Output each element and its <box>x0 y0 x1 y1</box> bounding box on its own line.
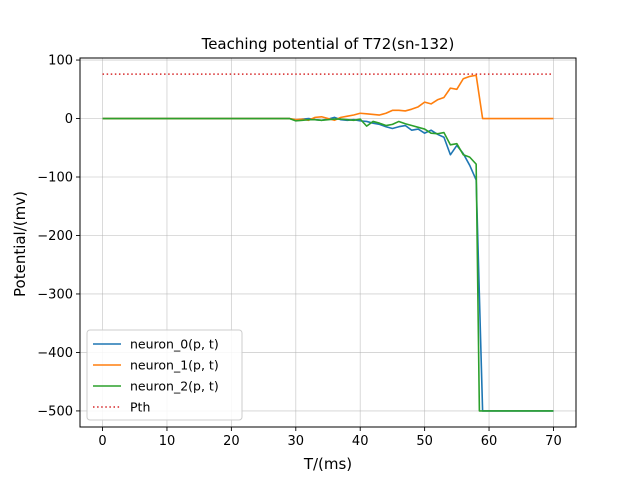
ticks: 0 10 20 30 40 50 60 70 100 0 −100 −200 −300 −400 −500 <box>37 54 561 449</box>
y-tick-label: −100 <box>37 171 73 186</box>
x-tick-label: 50 <box>416 434 433 449</box>
y-tick-label: −300 <box>37 287 73 302</box>
y-tick-label: −400 <box>37 346 73 361</box>
series-line-neuron-2-p-t <box>102 117 554 412</box>
y-tick-label: −500 <box>37 404 73 419</box>
legend-label: neuron_1(p, t) <box>130 358 219 373</box>
legend-box <box>86 329 243 421</box>
x-axis-title: T/(ms) <box>303 455 352 473</box>
x-tick-label: 10 <box>159 434 176 449</box>
series-layer <box>102 73 554 412</box>
x-tick-label: 30 <box>288 434 305 449</box>
y-tick-label: −200 <box>37 229 73 244</box>
x-tick-label: 40 <box>352 434 369 449</box>
x-tick-label: 20 <box>223 434 240 449</box>
chart-title: Teaching potential of T72(sn-132) <box>201 35 455 53</box>
y-tick-label: 100 <box>48 54 73 69</box>
legend: neuron_0(p, t) neuron_1(p, t) neuron_2(p, … <box>86 329 243 421</box>
plot-frame <box>79 57 577 428</box>
legend-label: neuron_2(p, t) <box>130 379 219 394</box>
y-tick-label: 0 <box>65 112 73 127</box>
x-tick-label: 60 <box>481 434 498 449</box>
legend-label: neuron_0(p, t) <box>130 337 219 352</box>
y-axis-title: Potential/(mv) <box>11 191 29 297</box>
series-line-neuron-1-p-t <box>102 74 554 122</box>
legend-label: Pth <box>130 400 150 415</box>
x-tick-label: 0 <box>98 434 106 449</box>
x-tick-label: 70 <box>545 434 562 449</box>
